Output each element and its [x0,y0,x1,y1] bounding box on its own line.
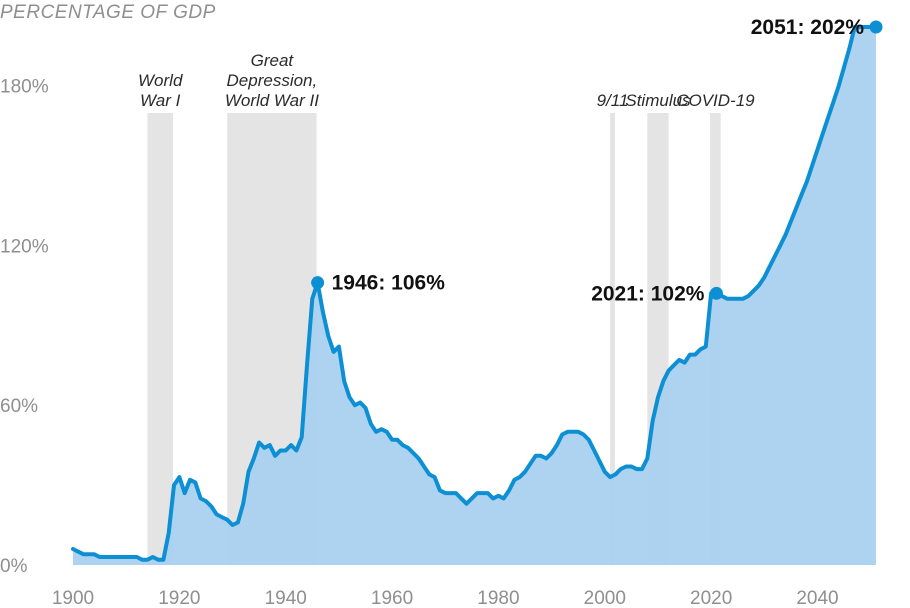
debt-series-line [71,25,878,562]
event-label-3: Stimulus [625,91,691,110]
event-label-2: 9/11 [597,91,629,110]
event-label-1: Great Depression, World War II [225,51,319,110]
y-axis: 0% 60% 120% 180% [0,77,49,577]
callout-dot-0 [311,276,325,290]
debt-area-fill [73,27,876,565]
y-tick-label: 120% [0,236,49,257]
event-labels: World War I Great Depression, World War II 9/… [138,51,755,110]
x-tick-label: 2020 [690,588,732,608]
y-axis-title: PERCENTAGE OF GDP [0,2,216,23]
callout-label-0: 1946: 106% [332,272,446,295]
callout-dot-2 [869,20,883,34]
event-label-0: World War I [138,71,183,110]
x-axis: 1900 1920 1940 1960 1980 2000 2020 2040 [52,588,839,608]
y-tick-label: 60% [0,396,38,417]
x-tick-label: 1940 [265,588,307,608]
x-tick-label: 1980 [477,588,519,608]
callout-label-2: 2051: 202% [751,16,865,39]
event-band-2 [610,113,615,565]
x-tick-label: 1920 [158,588,200,608]
callout-dot-1 [709,286,723,300]
x-tick-label: 1900 [52,588,94,608]
x-tick-label: 2000 [584,588,626,608]
callout-label-1: 2021: 102% [591,282,705,305]
x-tick-label: 2040 [796,588,838,608]
x-tick-label: 1960 [371,588,413,608]
y-tick-label: 0% [0,556,28,577]
event-band-0 [147,113,173,565]
callouts: 1946: 106% 2021: 102% 2051: 202% [311,16,883,305]
y-tick-label: 180% [0,77,49,98]
event-label-4: COVID-19 [676,91,755,110]
